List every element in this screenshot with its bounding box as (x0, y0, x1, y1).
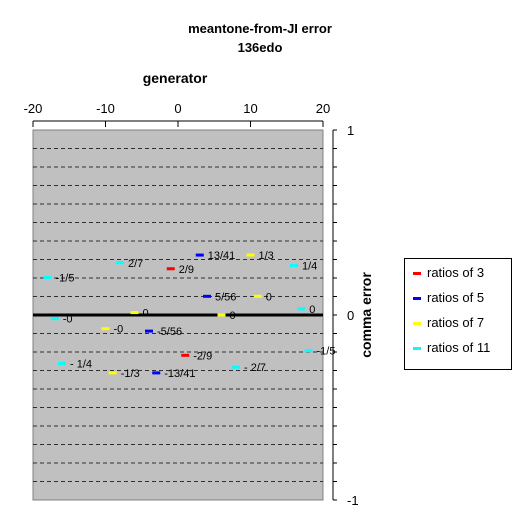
data-label: 0 (309, 304, 315, 316)
x-tick-label: -20 (24, 101, 43, 116)
data-label: 0 (230, 310, 236, 322)
legend-swatch (413, 347, 421, 351)
data-label: 2/7 (128, 258, 143, 270)
data-label: - 2/7 (244, 362, 266, 374)
data-label: -0 (63, 314, 73, 326)
legend-label: ratios of 3 (427, 265, 485, 280)
y-tick-label: 1 (347, 123, 354, 138)
x-tick-label: 0 (174, 101, 181, 116)
data-label: 13/41 (208, 250, 236, 262)
legend-item: ratios of 11 (413, 340, 490, 358)
legend-label: ratios of 5 (427, 290, 485, 305)
legend-label: ratios of 7 (427, 315, 485, 330)
legend-swatch (413, 322, 421, 326)
data-label: - 1/4 (70, 358, 92, 370)
data-label: -5/56 (157, 326, 182, 338)
data-label: 1/4 (302, 260, 317, 272)
chart-title-line2: 136edo (237, 40, 283, 55)
data-label: -0 (114, 324, 124, 336)
x-tick-label: 20 (316, 101, 330, 116)
legend-swatch (413, 297, 421, 301)
legend-item: ratios of 5 (413, 290, 484, 308)
data-label: -1/5 (317, 346, 336, 358)
data-label: -2/9 (193, 350, 212, 362)
legend-item: ratios of 7 (413, 315, 484, 333)
data-label: 0 (266, 291, 272, 303)
data-label: -1/5 (56, 272, 75, 284)
x-tick-label: 10 (243, 101, 257, 116)
y-tick-label: 0 (347, 308, 354, 323)
x-axis-title: generator (142, 70, 208, 86)
y-tick-label: -1 (347, 493, 359, 508)
data-label: -1/3 (121, 368, 140, 380)
x-tick-label: -10 (96, 101, 115, 116)
data-label: 2/9 (179, 264, 194, 276)
legend-item: ratios of 3 (413, 265, 484, 283)
data-label: -13/41 (164, 368, 195, 380)
legend-label: ratios of 11 (427, 340, 491, 355)
data-label: 0 (143, 308, 149, 320)
legend-swatch (413, 272, 421, 276)
chart-title-line1: meantone-from-JI error (188, 21, 332, 36)
legend: ratios of 3 ratios of 5 ratios of 7 ratios … (404, 258, 512, 370)
data-label: 5/56 (215, 291, 236, 303)
data-label: 1/3 (259, 250, 274, 262)
